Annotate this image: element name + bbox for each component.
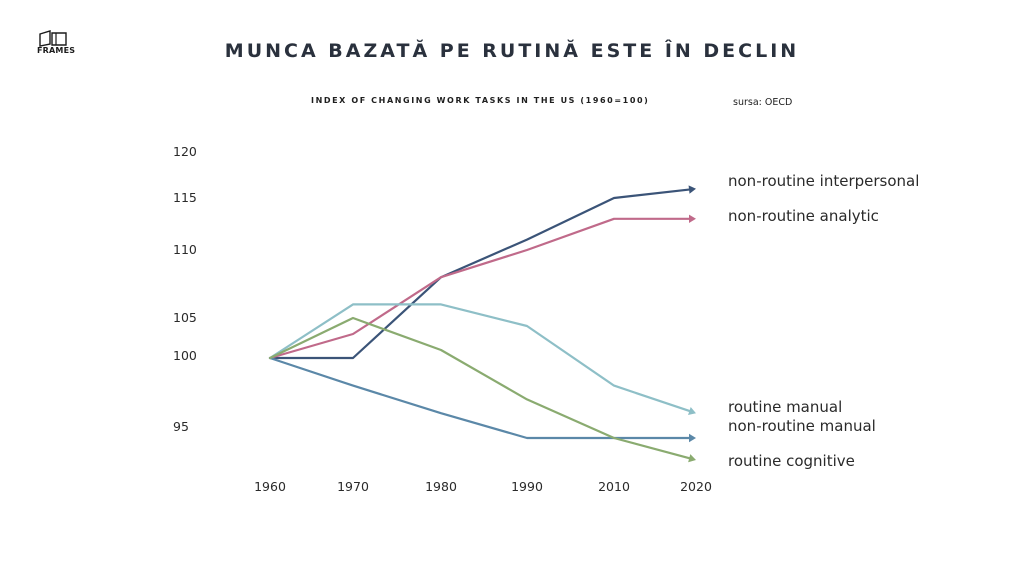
y-tick-label: 110 (173, 242, 197, 257)
y-tick-label: 115 (173, 190, 197, 205)
series-routine-cognitive (268, 316, 696, 463)
x-tick-label: 1970 (337, 479, 369, 494)
source-note: sursa: OECD (733, 97, 793, 108)
series-routine-manual (268, 303, 696, 415)
y-tick-label: 95 (173, 419, 189, 434)
series-line (268, 303, 691, 413)
series-line (268, 356, 691, 440)
series-label: routine manual (728, 398, 842, 416)
page-title: MUNCA BAZATĂ PE RUTINĂ ESTE ÎN DECLIN (224, 40, 800, 62)
series-line (268, 188, 691, 360)
logo-text: FRAMES (37, 46, 76, 55)
x-tick-label: 1990 (511, 479, 543, 494)
x-tick-label: 2020 (680, 479, 712, 494)
frames-logo-icon (39, 30, 67, 47)
arrowhead-icon (688, 185, 696, 194)
x-tick-label: 1960 (254, 479, 286, 494)
series-line (268, 316, 691, 460)
series-non-routine-analytic (268, 214, 696, 360)
series-label: non-routine analytic (728, 207, 879, 225)
arrowhead-icon (689, 433, 696, 443)
y-tick-label: 105 (173, 310, 197, 325)
series-non-routine-manual (268, 356, 696, 443)
series-line (268, 217, 691, 360)
y-tick-label: 120 (173, 144, 197, 159)
arrowhead-icon (688, 454, 696, 463)
series-non-routine-interpersonal (268, 185, 696, 360)
arrowhead-icon (688, 406, 696, 415)
chart-subtitle: INDEX OF CHANGING WORK TASKS IN THE US (… (311, 96, 650, 105)
x-tick-label: 1980 (425, 479, 457, 494)
series-label: routine cognitive (728, 452, 855, 470)
arrowhead-icon (689, 214, 696, 223)
x-tick-label: 2010 (598, 479, 630, 494)
series-label: non-routine interpersonal (728, 172, 919, 190)
series-label: non-routine manual (728, 417, 876, 435)
y-tick-label: 100 (173, 348, 197, 363)
